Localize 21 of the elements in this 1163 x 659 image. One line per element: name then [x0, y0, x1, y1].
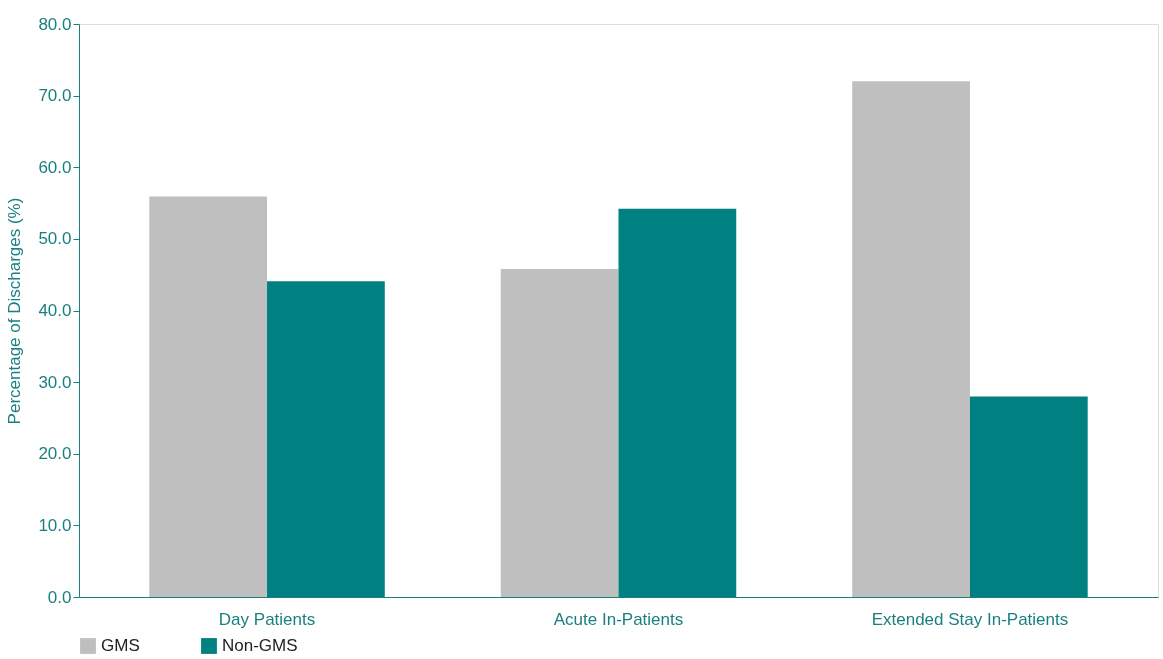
- bar: [149, 196, 268, 597]
- bar: [852, 81, 970, 597]
- y-tick-label: 60.0: [38, 157, 72, 177]
- y-axis-title: Percentage of Discharges (%): [5, 197, 25, 425]
- x-tick-label: Extended Stay In-Patients: [871, 609, 1069, 629]
- y-tick-label: 70.0: [38, 86, 72, 106]
- x-tick-label: Acute In-Patients: [553, 609, 684, 629]
- y-tick-label: 20.0: [38, 444, 72, 464]
- bar: [267, 281, 385, 597]
- y-tick-label: 30.0: [38, 372, 72, 392]
- y-tick-label: 40.0: [38, 301, 72, 320]
- legend-label: Non-GMS: [222, 636, 298, 655]
- bar: [969, 396, 1088, 597]
- y-tick-label: 0.0: [47, 587, 72, 607]
- y-tick-label: 10.0: [38, 515, 72, 535]
- x-tick-label: Day Patients: [218, 609, 316, 629]
- y-tick-label: 50.0: [38, 229, 72, 249]
- legend-label: GMS: [101, 636, 140, 655]
- bar: [500, 268, 619, 597]
- bar: [618, 208, 737, 597]
- y-tick-label: 80.0: [38, 14, 72, 34]
